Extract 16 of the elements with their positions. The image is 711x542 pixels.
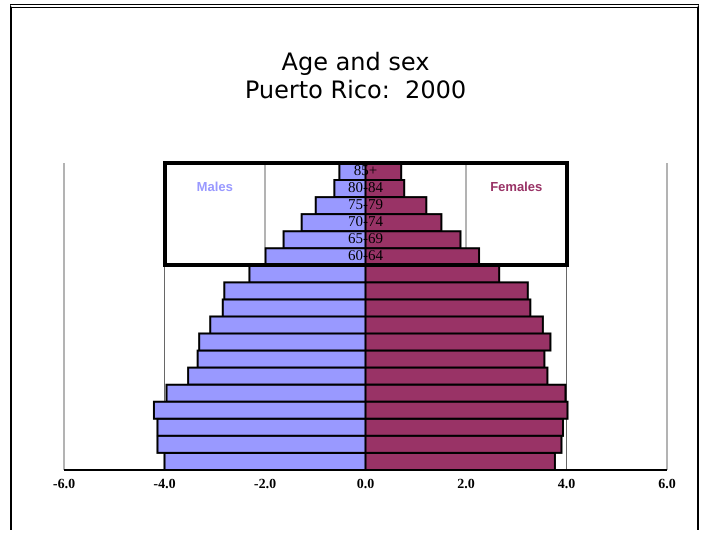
text: Males xyxy=(196,179,234,194)
x-tick-label: 2.0 xyxy=(457,476,475,492)
chart-title: Age and sex xyxy=(280,48,430,76)
x-tick-label: -4.0 xyxy=(153,476,176,492)
x-tick-label: -6.0 xyxy=(52,476,76,492)
chart-subtitle: Puerto Rico: 2000 xyxy=(244,76,468,104)
y-tick-label: 65-69 xyxy=(347,231,384,248)
x-tick-label: 4.0 xyxy=(558,476,576,492)
y-tick-label: 70-74 xyxy=(347,214,384,232)
x-tick-label: 6.0 xyxy=(658,476,676,492)
y-tick-label: 75-79 xyxy=(347,197,384,214)
x-tick-label: 0.0 xyxy=(356,476,374,492)
x-tick-label: -2.0 xyxy=(254,476,276,492)
y-tick-label: 80-84 xyxy=(347,180,384,198)
y-tick-label: 60-64 xyxy=(347,248,384,266)
text: Females xyxy=(489,179,544,194)
